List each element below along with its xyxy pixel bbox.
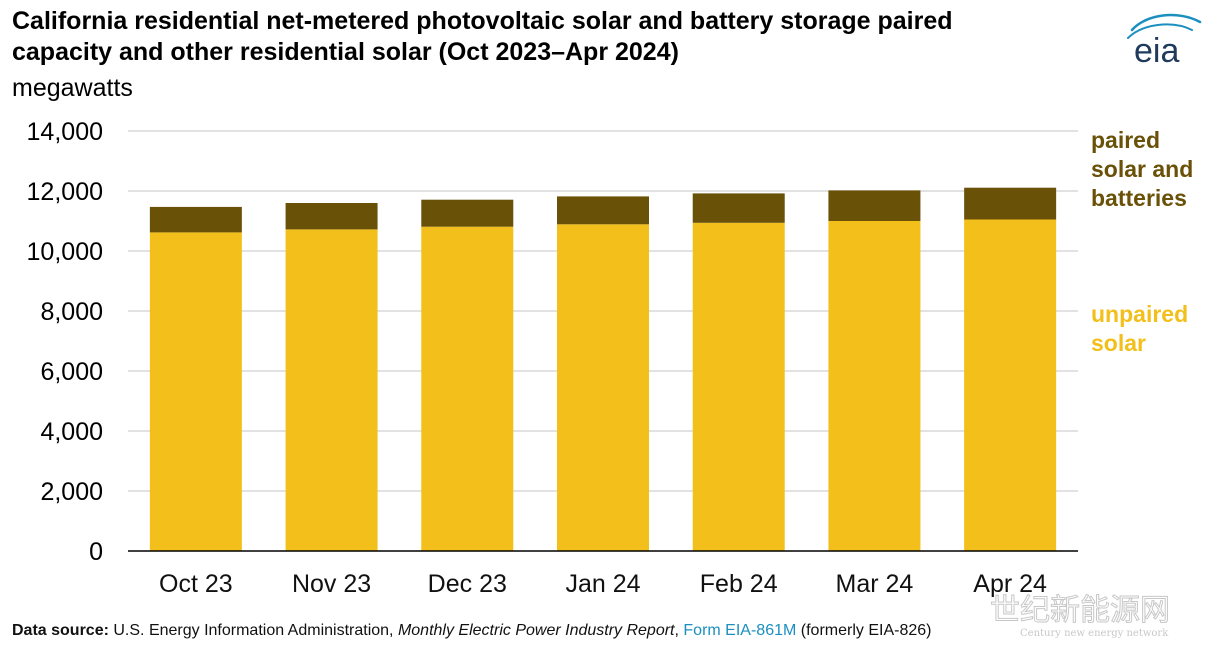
bar-unpaired-solar — [149, 232, 242, 551]
bar-chart: 0 2,000 4,000 6,000 8,000 10,000 12,000 14,000 O… — [27, 118, 1194, 598]
logo-text: eia — [1134, 32, 1179, 68]
legend-label-unpaired: unpaired — [1091, 301, 1188, 327]
y-tick-label: 10,000 — [27, 238, 103, 266]
x-tick-label: Feb 24 — [700, 570, 778, 598]
x-tick-label: Mar 24 — [836, 570, 914, 598]
units-label: megawatts — [12, 74, 133, 102]
bar-unpaired-solar — [964, 219, 1057, 551]
legend-label-paired: paired — [1091, 127, 1160, 153]
bar-paired-solar-batteries — [828, 190, 921, 221]
x-tick-label: Apr 24 — [973, 570, 1047, 598]
eia-logo-icon[interactable]: eia — [1126, 8, 1206, 68]
y-tick-label: 4,000 — [40, 418, 103, 446]
legend-label-paired: solar and — [1091, 156, 1193, 182]
bar-paired-solar-batteries — [692, 193, 785, 223]
y-tick-label: 2,000 — [40, 478, 103, 506]
data-source: Data source: U.S. Energy Information Adm… — [12, 620, 931, 642]
bar-unpaired-solar — [828, 221, 921, 551]
y-tick-label: 12,000 — [27, 178, 103, 206]
data-source-note: (formerly EIA-826) — [800, 622, 932, 639]
watermark-text: 世纪新能源网 — [990, 593, 1170, 628]
y-tick-label: 8,000 — [40, 298, 103, 326]
logo-arc-inner — [1127, 23, 1193, 39]
bar-paired-solar-batteries — [285, 203, 378, 230]
logo-arc — [1130, 13, 1202, 32]
y-tick-label: 0 — [89, 538, 103, 566]
data-source-label: Data source: — [12, 622, 109, 639]
bar-unpaired-solar — [421, 226, 514, 551]
x-tick-label: Nov 23 — [292, 570, 371, 598]
bar-paired-solar-batteries — [964, 187, 1057, 220]
bar-paired-solar-batteries — [557, 196, 649, 225]
legend-label-unpaired: solar — [1091, 330, 1146, 356]
data-source-sep: , — [674, 622, 679, 639]
chart-title: California residential net-metered photo… — [12, 6, 1092, 68]
y-tick-label: 14,000 — [27, 118, 103, 146]
bar-unpaired-solar — [557, 224, 649, 552]
bar-paired-solar-batteries — [421, 199, 514, 227]
watermark-subtext: Century new energy network — [1020, 628, 1169, 639]
watermark: 世纪新能源网 Century new energy network — [990, 593, 1171, 640]
data-source-org: U.S. Energy Information Administration, — [113, 622, 394, 639]
chart-title-line-2: capacity and other residential solar (Oc… — [12, 38, 679, 66]
data-source-form-link[interactable]: Form EIA-861M — [683, 622, 797, 639]
bar-unpaired-solar — [285, 229, 378, 551]
bar-unpaired-solar — [692, 222, 785, 552]
x-tick-label: Jan 24 — [565, 570, 640, 598]
y-tick-label: 6,000 — [40, 358, 103, 386]
x-tick-label: Dec 23 — [428, 570, 507, 598]
data-source-report: Monthly Electric Power Industry Report — [397, 622, 675, 639]
legend-label-paired: batteries — [1091, 185, 1187, 211]
chart-title-line-1: California residential net-metered photo… — [12, 7, 953, 35]
x-tick-label: Oct 23 — [159, 570, 233, 598]
bar-paired-solar-batteries — [149, 206, 242, 233]
